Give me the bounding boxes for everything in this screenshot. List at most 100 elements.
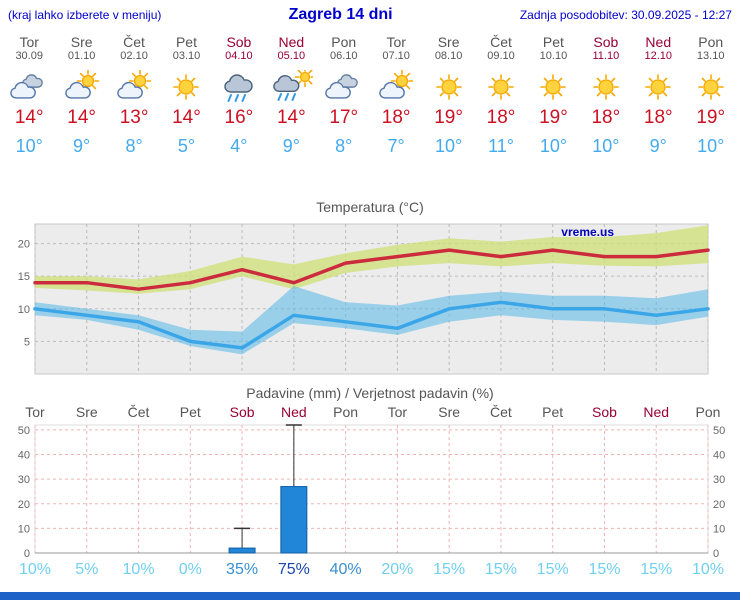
cloudy-icon	[318, 69, 370, 105]
svg-text:0: 0	[24, 548, 30, 560]
precip-day-labels-row: Tor Sre Čet Pet Sob Ned Pon Tor Sre Čet Pet Sob Ned P…	[0, 404, 740, 421]
max-temperature: 14°	[14, 107, 44, 129]
day-column[interactable]: Tor 30.09 14° 10°	[3, 28, 55, 157]
svg-text:10: 10	[18, 523, 30, 535]
precip-probability: 15%	[484, 561, 517, 579]
temperature-chart: 5 10 15 20	[18, 223, 710, 375]
min-temperature: 10°	[15, 136, 43, 157]
day-column[interactable]: Sre 08.10 19° 10°	[422, 28, 474, 157]
day-name: Sob	[593, 34, 619, 50]
watermark-link[interactable]: vreme.us	[561, 225, 614, 240]
day-column[interactable]: Čet 09.10 18° 11°	[475, 28, 527, 157]
min-temperature: 8°	[125, 136, 143, 157]
min-temperature: 9°	[282, 136, 300, 157]
partly-cloudy-icon	[370, 69, 422, 105]
temperature-chart-section: Temperatura (°C) 5 10 15 20 vreme.us	[0, 199, 740, 379]
svg-text:20: 20	[713, 499, 725, 511]
day-column[interactable]: Ned 12.10 18° 9°	[632, 28, 684, 157]
last-updated: Zadnja posodobitev: 30.09.2025 - 12:27	[519, 8, 732, 22]
max-temperature: 18°	[381, 107, 411, 129]
min-temperature: 10°	[697, 136, 725, 157]
day-name: Pet	[175, 34, 197, 50]
day-column[interactable]: Sob 04.10 16° 4°	[213, 28, 265, 157]
min-temperature: 5°	[177, 136, 196, 157]
precip-day-label: Tor	[387, 404, 408, 421]
precip-day-label: Čet	[490, 404, 512, 421]
sunny-icon	[160, 69, 212, 105]
precip-day-label: Sob	[229, 404, 255, 421]
min-temperature: 11°	[488, 136, 514, 157]
precip-probability: 15%	[588, 561, 621, 579]
header: (kraj lahko izberete v meniju) Zagreb 14…	[0, 0, 740, 24]
page-title: Zagreb 14 dni	[288, 6, 393, 23]
sunny-icon	[527, 69, 579, 105]
day-name: Sob	[226, 34, 252, 50]
day-date: 08.10	[434, 50, 463, 63]
sunny-icon	[580, 69, 632, 105]
sunny-icon	[632, 69, 684, 105]
day-column[interactable]: Pet 03.10 14° 5°	[160, 28, 212, 157]
max-temperature: 17°	[329, 107, 359, 129]
day-column[interactable]: Pon 13.10 19° 10°	[684, 28, 736, 157]
precip-day-label: Sre	[438, 404, 461, 421]
day-name: Ned	[278, 34, 305, 50]
partly-cloudy-icon	[108, 69, 160, 105]
svg-text:40: 40	[713, 450, 725, 462]
day-column[interactable]: Čet 02.10 13° 8°	[108, 28, 160, 157]
day-date: 30.09	[15, 50, 43, 63]
precip-day-label: Sre	[75, 404, 98, 421]
min-temperature: 7°	[387, 136, 405, 157]
min-temperature: 4°	[230, 136, 248, 157]
max-temperature: 18°	[486, 107, 516, 129]
precip-probability: 10%	[691, 561, 725, 579]
day-date: 04.10	[225, 50, 253, 63]
cloudy-icon	[3, 69, 55, 105]
precip-probability: 0%	[178, 561, 202, 579]
day-column[interactable]: Pon 06.10 17° 8°	[318, 28, 370, 157]
max-temperature: 18°	[591, 107, 621, 129]
svg-text:15: 15	[18, 271, 30, 283]
precip-probability-row: 10% 5% 10% 0% 35% 75% 40% 20% 15% 15% 15% 15% 15% 10%	[0, 561, 740, 583]
temperature-chart-title: Temperatura (°C)	[316, 199, 424, 216]
precip-probability: 5%	[75, 561, 99, 579]
max-temperature: 19°	[434, 107, 463, 129]
svg-text:50: 50	[713, 425, 725, 437]
sunny-icon	[684, 69, 736, 105]
rain-icon	[213, 69, 265, 105]
min-temperature: 8°	[335, 136, 353, 157]
day-column[interactable]: Sob 11.10 18° 10°	[580, 28, 632, 157]
day-name: Sre	[70, 34, 93, 50]
day-name: Čet	[123, 34, 145, 50]
day-column[interactable]: Tor 07.10 18° 7°	[370, 28, 422, 157]
svg-text:40: 40	[18, 450, 30, 462]
sunny-icon	[422, 69, 474, 105]
day-column[interactable]: Sre 01.10 14° 9°	[55, 28, 107, 157]
sunny-icon	[475, 69, 527, 105]
day-name: Pet	[542, 34, 564, 50]
day-column[interactable]: Ned 05.10 14° 9°	[265, 28, 317, 157]
min-temperature: 9°	[73, 136, 91, 157]
day-name: Pon	[331, 34, 357, 50]
precip-day-label: Pon	[695, 404, 721, 421]
precip-probability: 20%	[381, 561, 414, 579]
svg-text:5: 5	[24, 336, 30, 348]
day-date: 11.10	[592, 50, 620, 63]
max-temperature: 14°	[67, 107, 96, 129]
max-temperature: 16°	[224, 107, 254, 129]
precip-probability: 10%	[18, 561, 52, 579]
precip-probability: 35%	[226, 561, 259, 579]
precip-probability: 15%	[536, 561, 569, 579]
precip-day-label: Ned	[643, 404, 670, 421]
min-temperature: 9°	[649, 136, 667, 157]
day-date: 02.10	[120, 50, 148, 63]
precip-day-label: Pet	[542, 404, 564, 421]
svg-text:20: 20	[18, 499, 30, 511]
day-name: Sre	[437, 34, 460, 50]
day-date: 10.10	[539, 50, 568, 63]
precipitation-chart: 0 0 10 10 20 20 30 30 40 40 50 50	[18, 424, 725, 560]
day-column[interactable]: Pet 10.10 19° 10°	[527, 28, 579, 157]
svg-text:0: 0	[713, 548, 719, 560]
footer-bar	[0, 592, 740, 600]
svg-text:10: 10	[713, 523, 725, 535]
precip-day-label: Sob	[591, 404, 617, 421]
